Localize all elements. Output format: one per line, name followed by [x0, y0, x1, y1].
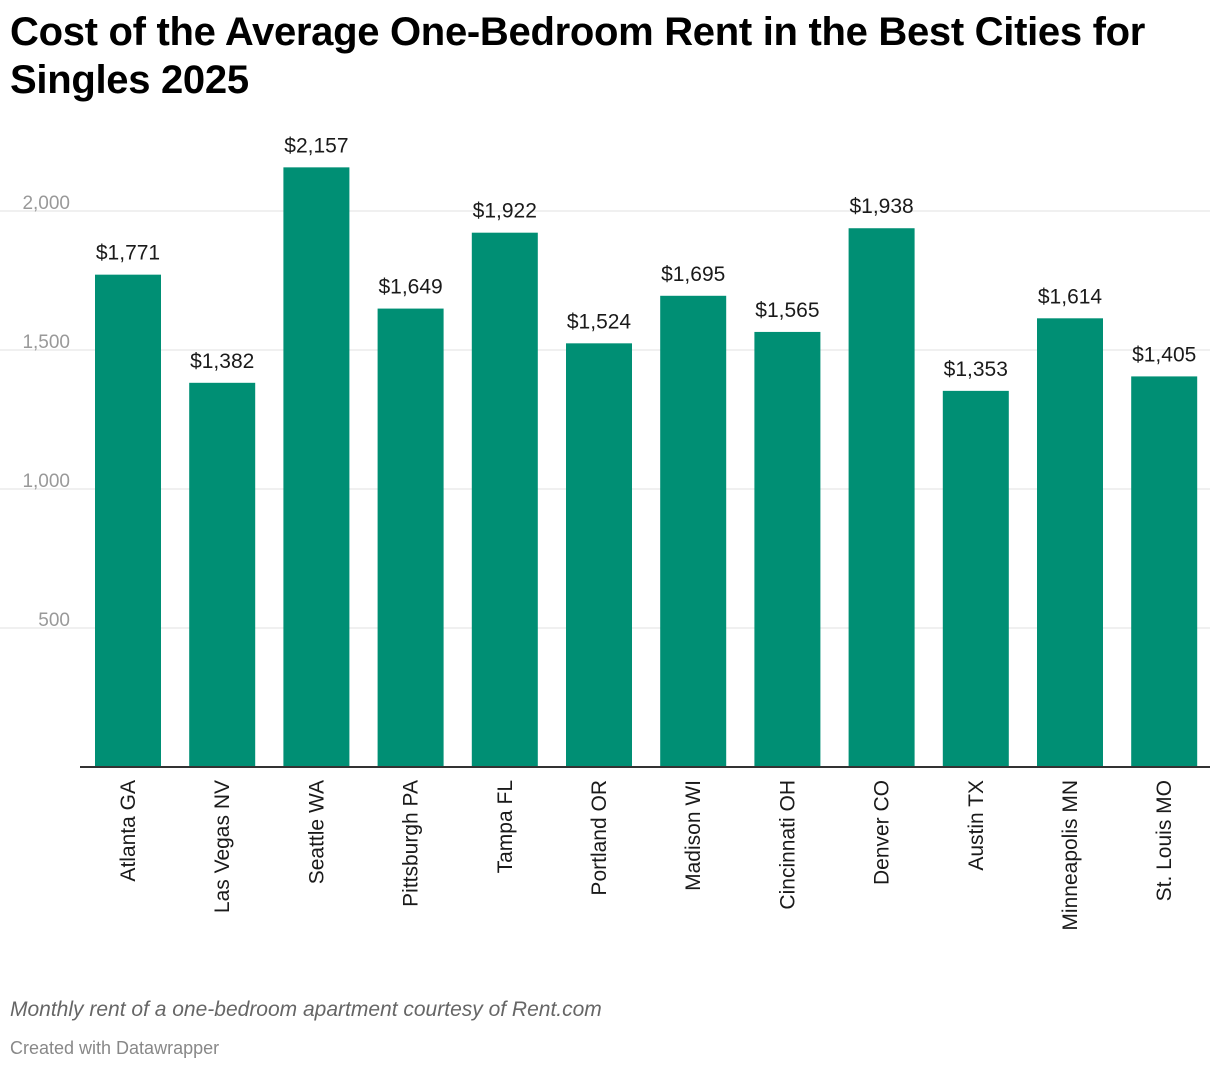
bar: [189, 382, 256, 767]
x-tick-label: Seattle WA: [305, 780, 328, 884]
source-note: Monthly rent of a one-bedroom apartment …: [10, 998, 602, 1021]
data-label: $1,382: [190, 350, 254, 373]
y-tick-label: 2,000: [22, 193, 70, 214]
x-tick-label: Madison WI: [682, 780, 705, 891]
x-tick-label: Minneapolis MN: [1059, 780, 1082, 931]
x-tick-label: Portland OR: [588, 780, 611, 896]
bar: [754, 331, 821, 767]
bar: [1037, 318, 1103, 767]
data-label: $1,922: [473, 200, 537, 223]
x-tick-label: Austin TX: [965, 780, 988, 871]
data-label: $1,405: [1132, 343, 1196, 366]
bar: [1131, 376, 1198, 767]
data-label: $1,353: [944, 358, 1008, 381]
y-tick-label: 500: [38, 610, 70, 631]
credit-line: Created with Datawrapper: [10, 1038, 220, 1058]
chart-title: Cost of the Average One-Bedroom Rent in …: [10, 10, 1146, 102]
x-tick-label: Atlanta GA: [117, 780, 140, 882]
x-tick-label: Denver CO: [871, 780, 894, 885]
bar: [942, 390, 1009, 767]
data-label: $1,614: [1038, 285, 1103, 308]
bar: [377, 308, 444, 767]
data-label: $1,695: [661, 263, 725, 286]
x-tick-label: Las Vegas NV: [211, 780, 234, 913]
bar: [660, 295, 727, 767]
bar-chart: 500 1,000 1,500 2,000 $1,771 Atlanta GA $1,382…: [0, 134, 1210, 931]
x-tick-label: Cincinnati OH: [776, 780, 799, 910]
data-label: $1,565: [755, 299, 819, 322]
data-label: $1,938: [849, 195, 913, 218]
bar: [848, 228, 915, 768]
data-label: $2,157: [284, 134, 348, 157]
x-tick-label: St. Louis MO: [1153, 780, 1176, 901]
y-tick-label: 1,500: [22, 332, 70, 353]
data-label: $1,771: [96, 242, 160, 265]
bar: [283, 167, 350, 767]
bar: [95, 274, 161, 767]
bar: [471, 232, 538, 767]
x-tick-label: Pittsburgh PA: [400, 780, 423, 907]
data-label: $1,524: [567, 310, 632, 333]
x-tick-label: Tampa FL: [494, 780, 517, 873]
bar: [566, 343, 632, 767]
data-label: $1,649: [378, 276, 442, 299]
y-tick-label: 1,000: [22, 471, 70, 492]
